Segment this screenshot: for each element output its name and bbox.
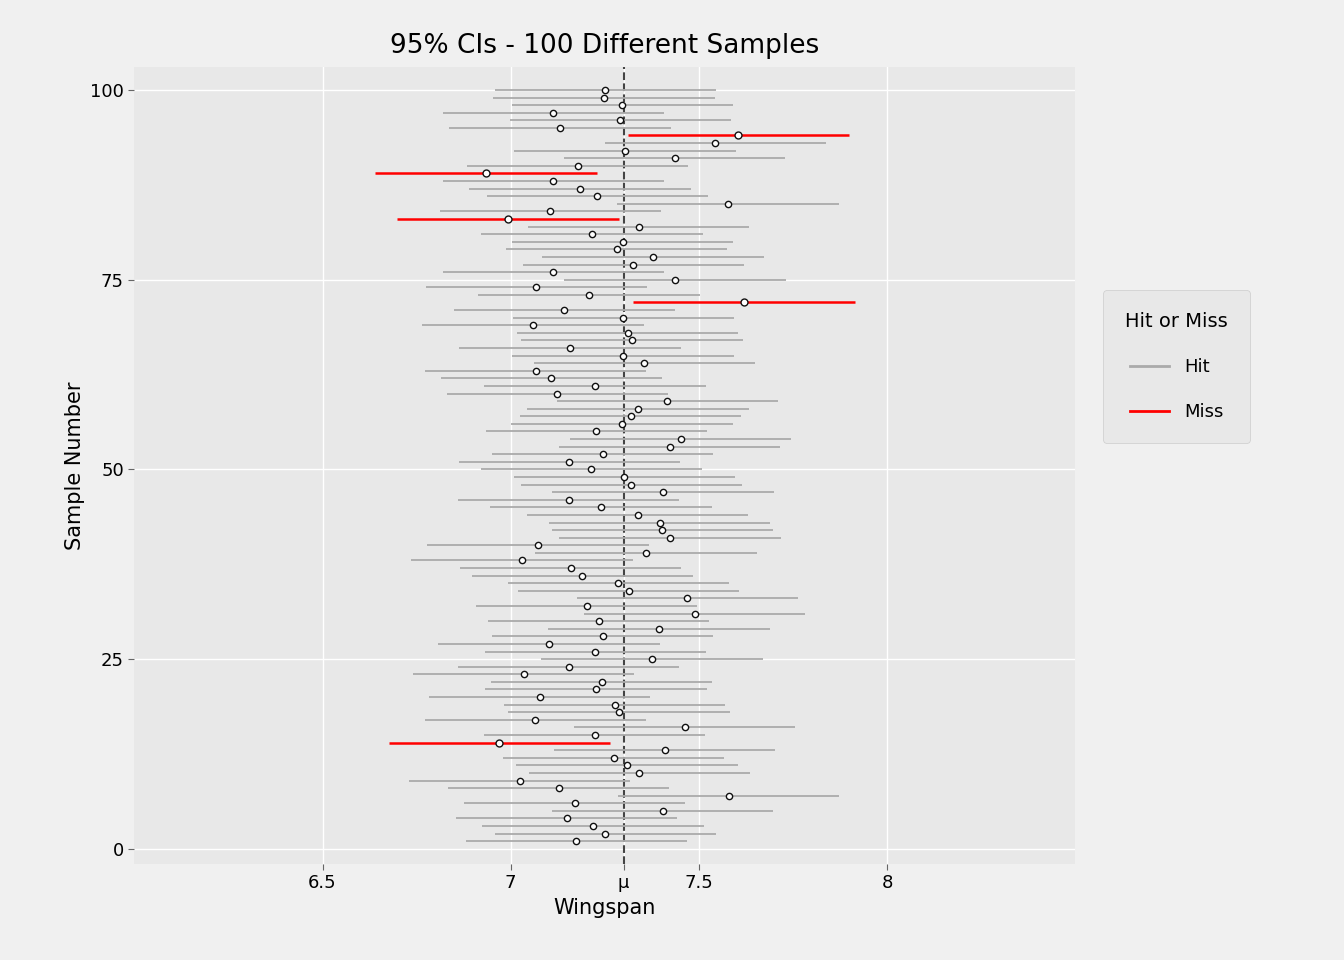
X-axis label: Wingspan: Wingspan — [554, 898, 656, 918]
Title: 95% CIs - 100 Different Samples: 95% CIs - 100 Different Samples — [390, 34, 820, 60]
Legend: Hit, Miss: Hit, Miss — [1103, 290, 1250, 443]
Y-axis label: Sample Number: Sample Number — [65, 381, 85, 550]
